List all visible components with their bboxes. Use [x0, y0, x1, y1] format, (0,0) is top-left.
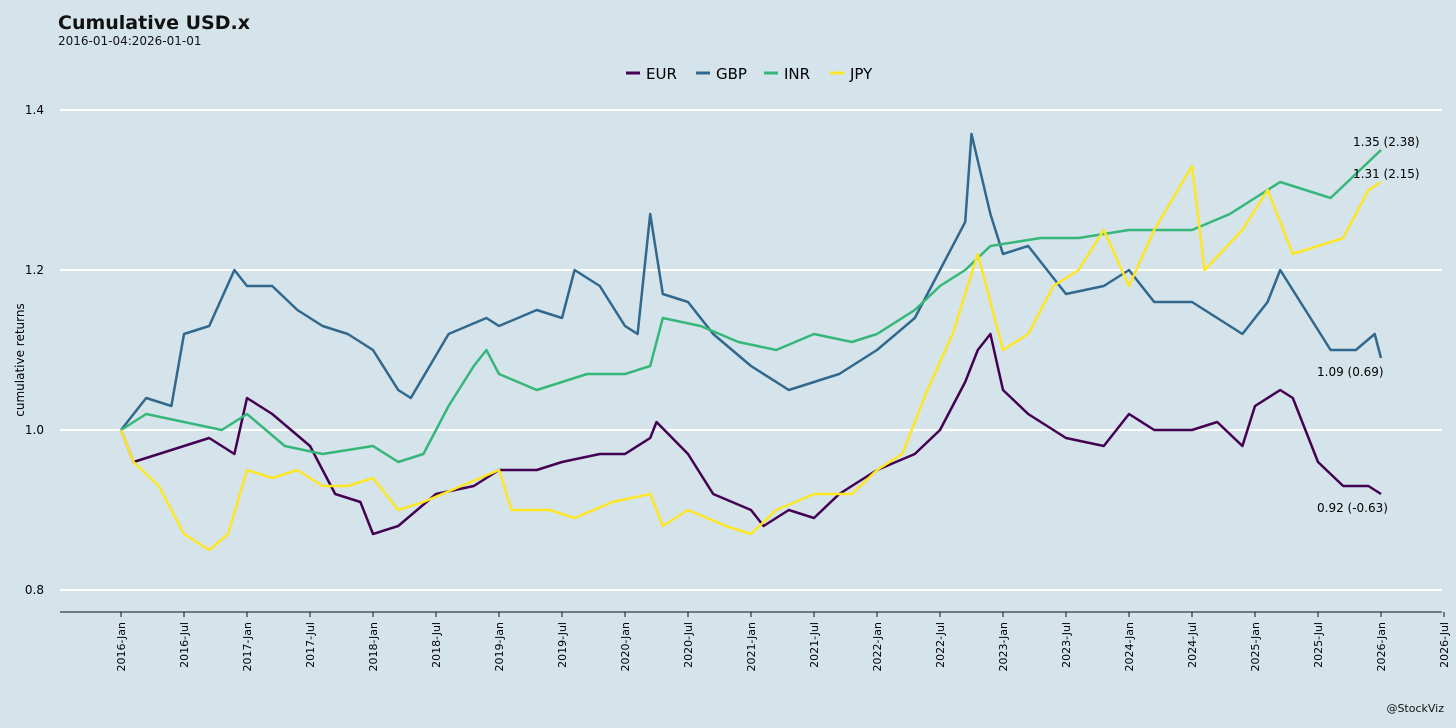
x-tick-label: 2021-Jan: [745, 622, 758, 672]
end-label-eur: 0.92 (-0.63): [1317, 501, 1388, 515]
x-tick-label: 2026-Jul: [1438, 622, 1451, 668]
end-label-jpy: 1.31 (2.15): [1353, 167, 1420, 181]
x-tick-label: 2025-Jan: [1249, 622, 1262, 672]
chart-title: Cumulative USD.x: [58, 12, 250, 34]
x-tick-label: 2023-Jan: [997, 622, 1010, 672]
y-tick-label: 1.2: [25, 263, 44, 277]
y-tick-label: 0.8: [25, 583, 44, 597]
x-tick-label: 2017-Jul: [304, 622, 317, 668]
x-tick-label: 2025-Jul: [1312, 622, 1325, 668]
x-tick-label: 2024-Jan: [1123, 622, 1136, 672]
x-tick-label: 2018-Jan: [367, 622, 380, 672]
x-tick-label: 2022-Jul: [934, 622, 947, 668]
end-label-inr: 1.35 (2.38): [1353, 135, 1420, 149]
y-tick-label: 1.0: [25, 423, 44, 437]
series-line-inr: [120, 149, 1382, 464]
x-tick-label: 2024-Jul: [1186, 622, 1199, 668]
end-label-gbp: 1.09 (0.69): [1317, 365, 1384, 379]
x-tick-label: 2016-Jul: [178, 622, 191, 668]
x-tick-label: 2022-Jan: [871, 622, 884, 672]
x-tick-label: 2026-Jan: [1375, 622, 1388, 672]
y-axis-label: cumulative returns: [13, 303, 27, 416]
x-tick-label: 2021-Jul: [808, 622, 821, 668]
series-line-gbp: [120, 132, 1383, 431]
x-tick-label: 2016-Jan: [115, 622, 128, 672]
x-tick-label: 2019-Jan: [493, 622, 506, 672]
x-tick-label: 2020-Jul: [682, 622, 695, 668]
legend-label-gbp: GBP: [716, 65, 747, 83]
x-tick-label: 2023-Jul: [1060, 622, 1073, 668]
chart-subtitle: 2016-01-04:2026-01-01: [58, 34, 202, 48]
y-tick-label: 1.4: [25, 103, 44, 117]
series-line-jpy: [119, 164, 1382, 552]
legend-label-jpy: JPY: [849, 65, 873, 83]
x-tick-label: 2017-Jan: [241, 622, 254, 672]
x-tick-label: 2020-Jan: [619, 622, 632, 672]
x-tick-label: 2019-Jul: [556, 622, 569, 668]
legend-label-eur: EUR: [646, 65, 677, 83]
x-tick-label: 2018-Jul: [430, 622, 443, 668]
credit-label: @StockViz: [1386, 702, 1444, 715]
series-line-eur: [119, 332, 1382, 536]
legend-label-inr: INR: [784, 65, 810, 83]
